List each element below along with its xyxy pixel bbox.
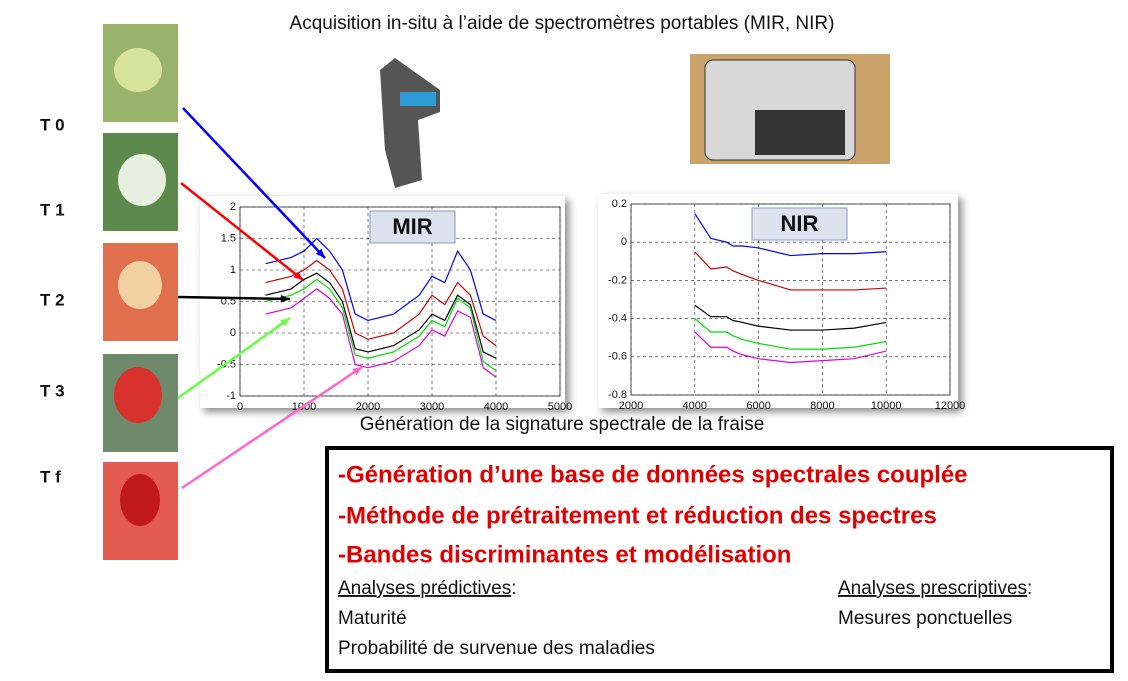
spectrum-line (265, 237, 497, 322)
x-tick-label: 4000 (484, 401, 508, 413)
arrow-head (352, 367, 362, 376)
arrow (180, 182, 304, 281)
mir-device-panel (400, 92, 436, 106)
arrow-head (280, 318, 290, 327)
y-tick-label: -0.8 (608, 389, 627, 401)
x-tick-label: 3000 (420, 401, 444, 413)
spectrum-line (265, 272, 497, 359)
arrow-head (315, 248, 325, 258)
spectrum-line (265, 259, 497, 347)
heading-text: Analyses prescriptives (838, 578, 1027, 599)
y-tick-label: -1 (226, 390, 236, 402)
chart-title-box (369, 210, 456, 244)
mir-device (380, 58, 440, 188)
slide-title: Acquisition in-situ à l’aide de spectrom… (290, 13, 835, 34)
arrow (182, 107, 326, 259)
stage-label: T 2 (40, 290, 65, 309)
arrow (177, 295, 291, 301)
box-item: Mesures ponctuelles (838, 608, 1012, 629)
spectrum-line (694, 304, 887, 331)
spectrum-line (265, 288, 497, 378)
colon: : (1027, 578, 1032, 599)
box-line: -Méthode de prétraitement et réduction d… (338, 502, 937, 529)
overlay (177, 107, 363, 490)
caption: Génération de la signature spectrale de … (360, 414, 765, 435)
y-tick-label: -0.4 (608, 313, 627, 325)
stage-label: T 0 (40, 115, 65, 134)
chart: -1-0.500.511.52010002000300040005000MIR (217, 201, 572, 413)
box-item: Probabilité de survenue des maladies (338, 638, 655, 659)
colon: : (511, 578, 516, 599)
arrow (177, 316, 291, 400)
x-tick-label: 2000 (356, 401, 380, 413)
heading-text: Analyses prédictives (338, 578, 511, 599)
y-tick-label: 2 (230, 201, 236, 213)
y-tick-label: 0 (230, 327, 236, 339)
fruit (114, 367, 162, 423)
y-tick-label: 1 (230, 264, 236, 276)
fruit (118, 261, 162, 309)
fruit (120, 474, 160, 526)
box-line: -Génération d’une base de données spectr… (338, 461, 968, 488)
x-tick-label: 6000 (746, 400, 770, 412)
stage-label: T f (40, 467, 61, 486)
spectrum-line (265, 278, 497, 372)
nir-device-panel (755, 110, 845, 155)
box-heading: Analyses prédictives: (338, 578, 516, 599)
summary-box (325, 446, 1114, 673)
spectrum-line (694, 331, 887, 364)
x-tick-label: 10000 (871, 400, 902, 412)
stage-label: T 3 (40, 381, 65, 400)
x-tick-label: 2000 (619, 400, 643, 412)
arrow-head (293, 271, 303, 280)
x-tick-label: 12000 (935, 400, 966, 412)
y-tick-label: 1.5 (221, 232, 236, 244)
chart-title-box (751, 207, 848, 241)
x-tick-label: 0 (237, 401, 243, 413)
stage-label: T 1 (40, 200, 65, 219)
arrow-head (280, 294, 290, 303)
spectrum-line (694, 251, 887, 291)
arrow (181, 365, 363, 490)
y-tick-label: 0 (621, 236, 627, 248)
box-item: Maturité (338, 608, 407, 629)
chart: -0.8 -0.6 -0.4 -0.2 0 0.2 2000 4000 6000 8000 1000… (608, 198, 965, 412)
y-tick-label: -0.2 (608, 274, 627, 286)
box-heading: Analyses prescriptives: (838, 578, 1032, 599)
spectrum-line (694, 318, 887, 350)
x-tick-label: 8000 (810, 400, 834, 412)
chart-title: NIR (781, 211, 819, 236)
y-tick-label: 0.2 (612, 198, 627, 210)
fruit (118, 154, 166, 206)
box-line: -Bandes discriminantes et modélisation (338, 541, 791, 568)
x-tick-label: 5000 (548, 401, 572, 413)
x-tick-label: 4000 (683, 400, 707, 412)
chart-title: MIR (392, 214, 432, 239)
fruit (114, 48, 162, 92)
y-tick-label: -0.6 (608, 351, 627, 363)
spectrum-line (694, 213, 887, 257)
